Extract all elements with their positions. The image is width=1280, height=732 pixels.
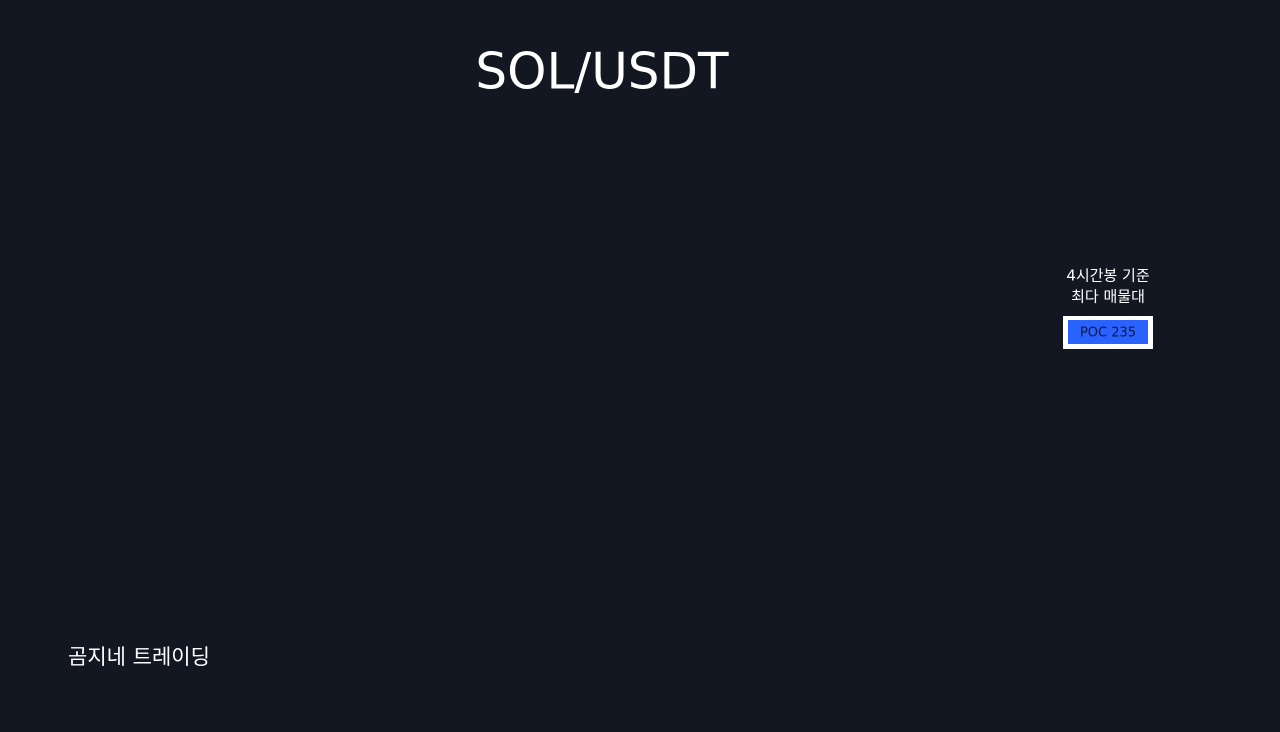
chart-title: SOL/USDT (475, 43, 729, 101)
poc-label: POC 235 (1080, 326, 1136, 341)
poc-note: 4시간봉 기준 (1066, 267, 1150, 285)
poc-box-inner (1068, 320, 1148, 344)
watermark: 곰지네 트레이딩 (68, 645, 210, 669)
poc-note: 최다 매물대 (1071, 288, 1145, 306)
